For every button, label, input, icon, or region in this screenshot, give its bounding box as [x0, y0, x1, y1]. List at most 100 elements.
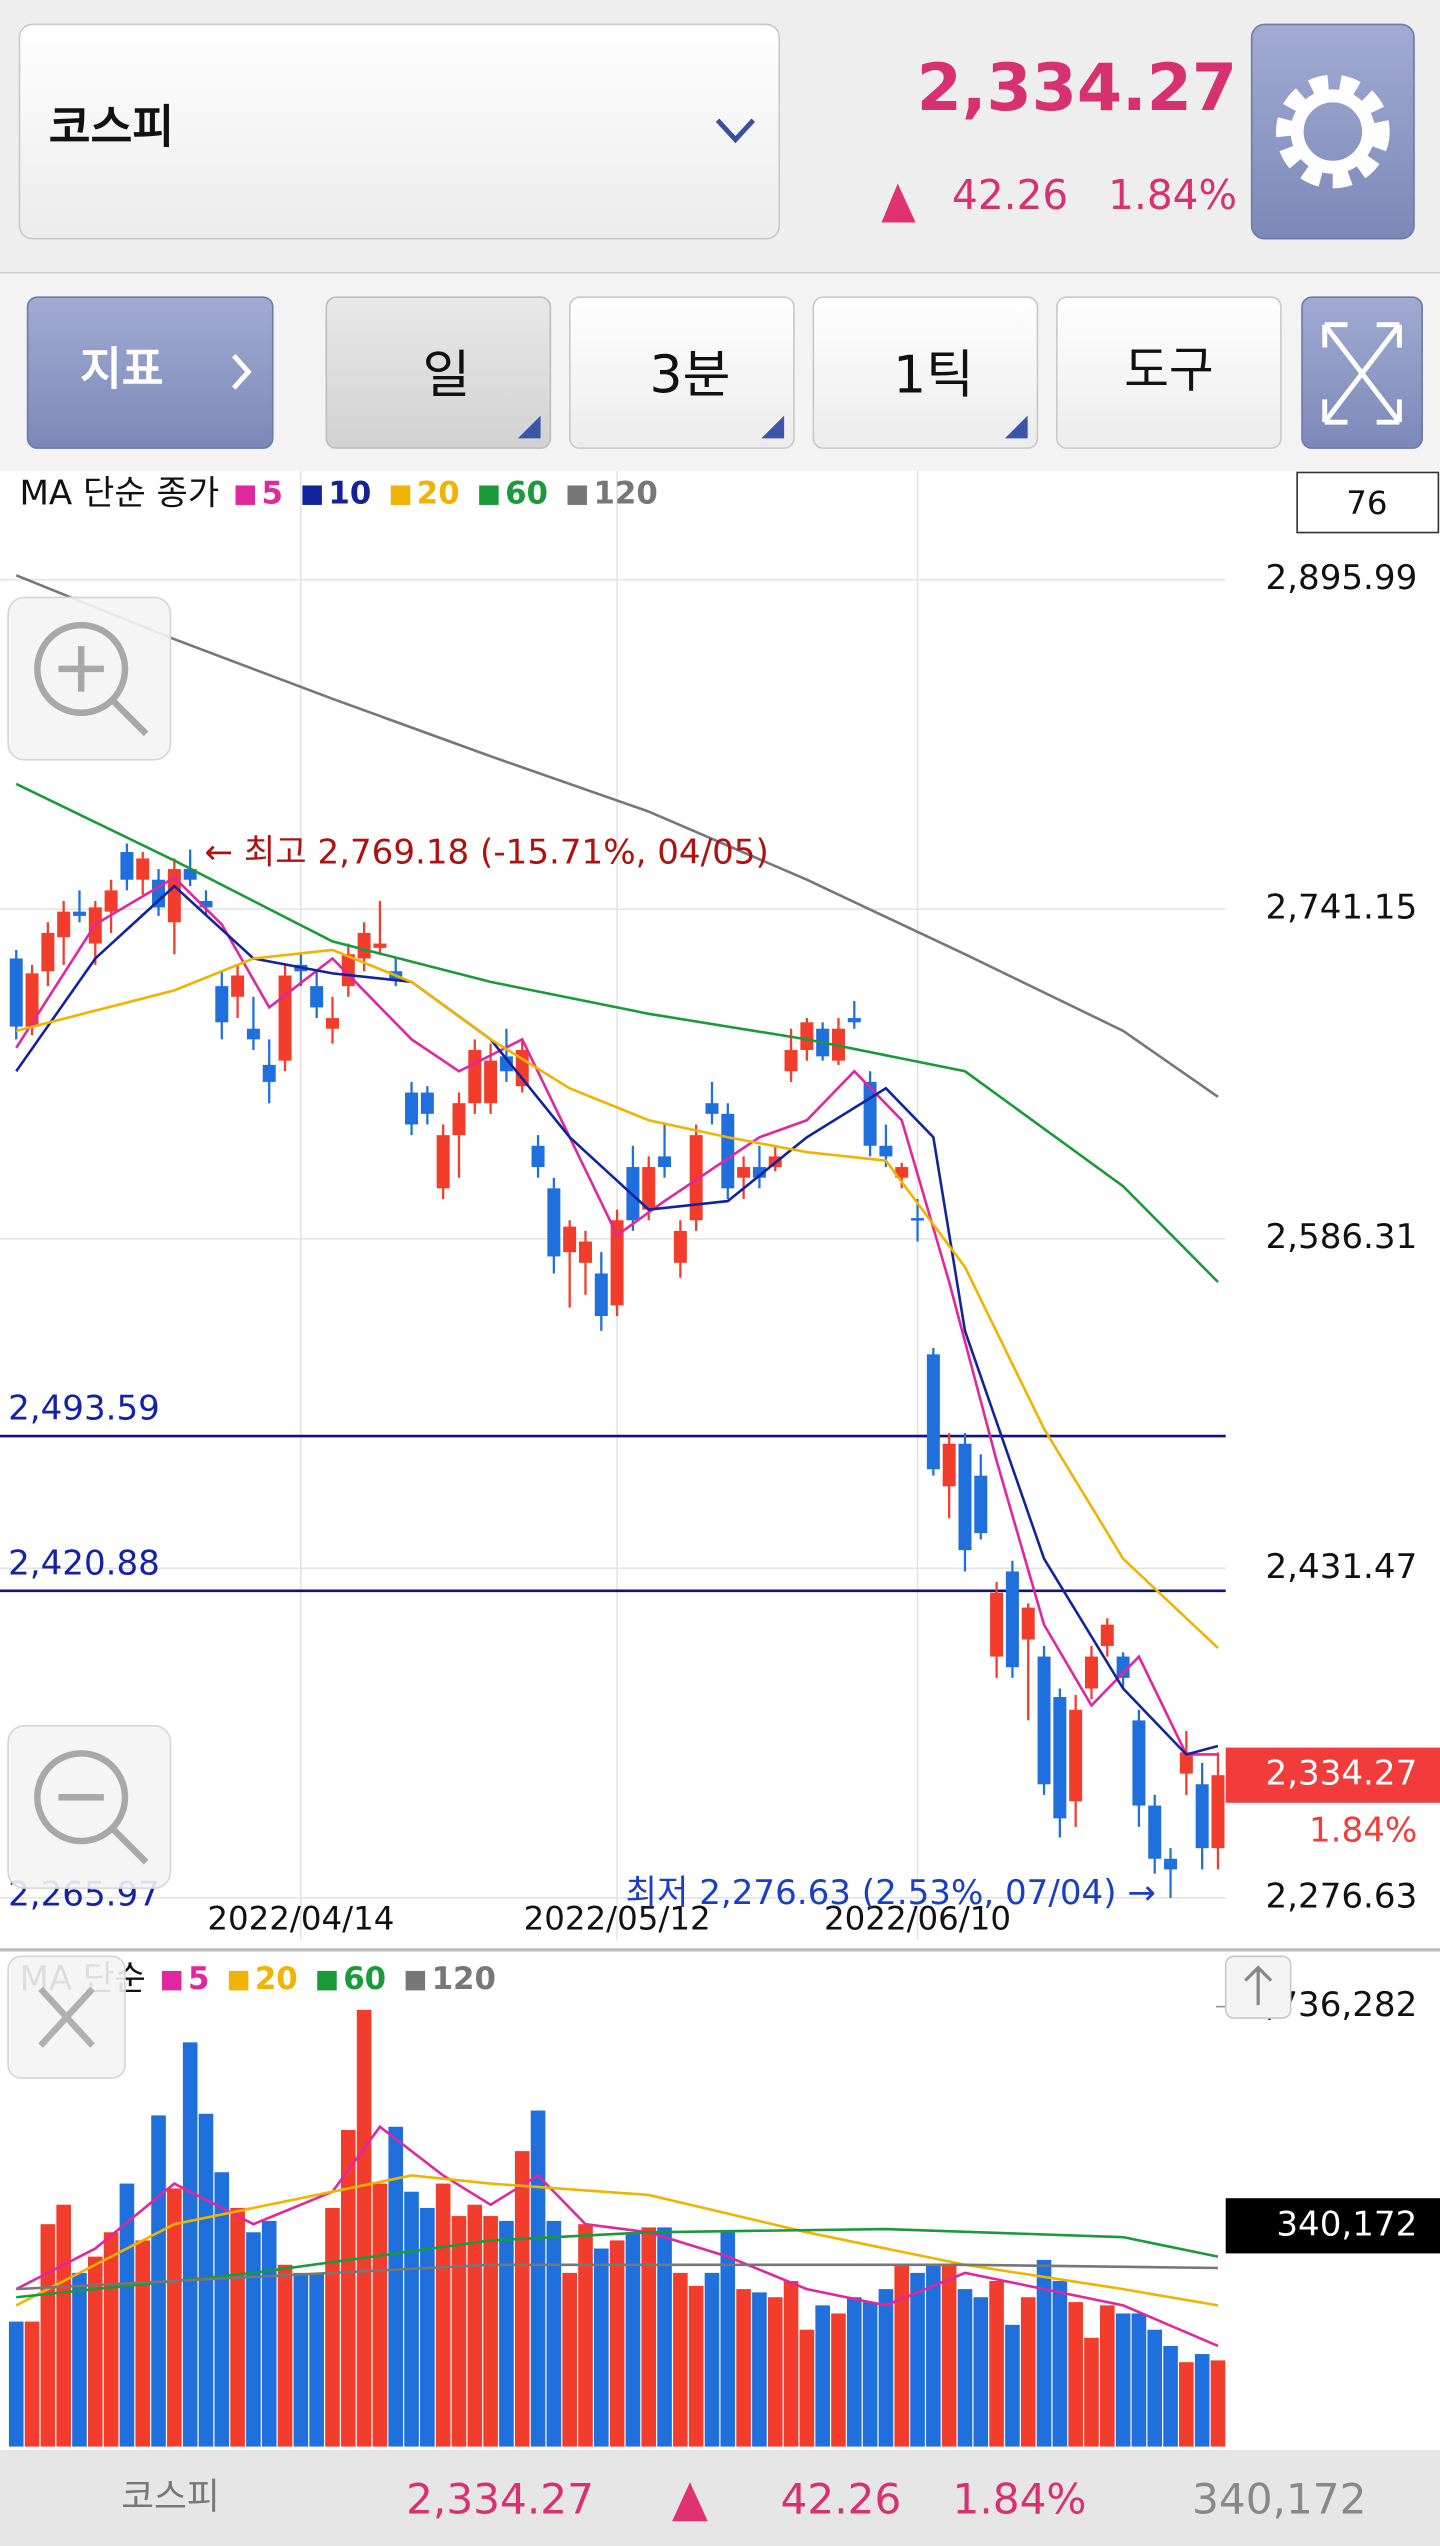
- volume-bar: [214, 2172, 230, 2447]
- zoom-out-button[interactable]: [7, 1724, 172, 1889]
- candle-body: [1053, 1697, 1067, 1819]
- volume-bar: [657, 2227, 672, 2447]
- up-triangle: [672, 2482, 708, 2522]
- volume-bar: [688, 2285, 704, 2447]
- x-tick-label: 2022/04/14: [207, 1900, 394, 1938]
- x-tick-label: 2022/05/12: [524, 1900, 711, 1938]
- volume-bar: [910, 2272, 925, 2447]
- volume-bar: [1131, 2313, 1147, 2447]
- period-button[interactable]: [569, 296, 795, 449]
- legend-swatch: [235, 485, 255, 505]
- candle-body: [1037, 1656, 1051, 1785]
- volume-bar: [530, 2110, 546, 2447]
- volume-bar: [1052, 2280, 1068, 2447]
- legend-swatch: [161, 1970, 182, 1991]
- candle-body: [199, 900, 213, 908]
- footer-change: 42.26: [781, 2474, 902, 2523]
- volume-bar: [1147, 2329, 1163, 2447]
- zoom-in-button[interactable]: [7, 596, 172, 761]
- footer-price: 2,334.27: [406, 2474, 594, 2523]
- legend-label: 120: [432, 1961, 496, 1997]
- volume-bar: [704, 2272, 720, 2447]
- market-name: 코스피: [49, 100, 174, 153]
- candle-body: [452, 1103, 466, 1136]
- market-select[interactable]: [18, 23, 781, 240]
- level-label: 2,493.59: [8, 1389, 160, 1429]
- gear-teeth: [1276, 74, 1390, 189]
- volume-bar: [56, 2204, 71, 2447]
- volume-bar: [135, 2240, 151, 2447]
- volume-bar: [499, 2220, 514, 2447]
- candle-body: [926, 1354, 940, 1470]
- candle-body: [563, 1226, 577, 1253]
- candle-body: [1021, 1607, 1035, 1640]
- change: 42.26: [952, 171, 1068, 219]
- volume-bar: [1163, 2345, 1178, 2447]
- volume-bar: [862, 2302, 878, 2447]
- volume-bar: [451, 2216, 467, 2447]
- candle-body: [1116, 1656, 1130, 1678]
- candle-body: [405, 1092, 419, 1125]
- candle-body: [1005, 1571, 1019, 1668]
- legend-swatch: [479, 485, 499, 505]
- candle-body: [547, 1188, 561, 1257]
- candle-body: [468, 1049, 482, 1104]
- candle-body: [278, 975, 292, 1061]
- candle-body: [879, 1145, 893, 1157]
- volume-bar: [293, 2272, 309, 2447]
- candle-body: [262, 1064, 276, 1082]
- candle-body: [1132, 1720, 1146, 1806]
- volume-bar: [8, 2321, 24, 2447]
- ma-line: [15, 574, 1219, 1098]
- volume-bar: [420, 2207, 435, 2447]
- candle-body: [1084, 1656, 1098, 1689]
- candle-body: [1164, 1858, 1178, 1870]
- volume-bar: [246, 2232, 261, 2447]
- volume-bar: [404, 2191, 419, 2447]
- volume-bar: [815, 2305, 830, 2447]
- button-label: 3분: [650, 345, 731, 405]
- indicator-button[interactable]: [26, 296, 274, 449]
- tools-button[interactable]: [1056, 296, 1282, 449]
- candle-body: [531, 1145, 545, 1168]
- x-tick-label: 2022/06/10: [824, 1900, 1011, 1938]
- candle-body: [310, 986, 324, 1008]
- volume-bar: [1068, 2302, 1083, 2447]
- volume-bar: [356, 2009, 372, 2447]
- period-button[interactable]: [812, 296, 1039, 449]
- candle-body: [689, 1135, 703, 1221]
- arrow-icon: [1244, 1965, 1273, 2006]
- volume-bar: [926, 2264, 941, 2447]
- corner-mark: [517, 415, 541, 439]
- candle-body: [1211, 1775, 1225, 1849]
- footer-bg: [0, 2449, 1440, 2546]
- candle-body: [373, 943, 387, 948]
- volume-bar: [957, 2289, 973, 2447]
- volume-bar: [309, 2272, 324, 2447]
- candle-body: [673, 1230, 687, 1263]
- legend-swatch: [567, 485, 587, 505]
- candle-body: [1148, 1805, 1162, 1859]
- volume-bar: [1194, 2354, 1210, 2447]
- legend-label: 60: [505, 476, 548, 512]
- plot-bg: [0, 470, 1440, 1950]
- candle-body: [1069, 1709, 1083, 1802]
- volume-bar: [87, 2256, 103, 2447]
- button-label: 지표: [80, 342, 164, 395]
- last-volume-box: [1225, 2198, 1440, 2254]
- ma-line: [15, 875, 1218, 1756]
- last-change: 1.84%: [1309, 1811, 1417, 1851]
- ma-line: [15, 782, 1219, 1283]
- volume-bar: [593, 2248, 609, 2447]
- volume-bar: [767, 2297, 783, 2447]
- legend-swatch: [390, 485, 411, 505]
- count-box: [1296, 471, 1440, 534]
- volume-bar: [894, 2264, 910, 2447]
- candle-body: [484, 1060, 498, 1104]
- last-price-label: 2,334.27: [1266, 1754, 1418, 1794]
- last-price-box: [1225, 1747, 1440, 1803]
- candle-body: [215, 986, 229, 1023]
- settings-button[interactable]: [1250, 23, 1415, 240]
- button-label: 일: [423, 345, 471, 405]
- period-button[interactable]: [325, 296, 552, 449]
